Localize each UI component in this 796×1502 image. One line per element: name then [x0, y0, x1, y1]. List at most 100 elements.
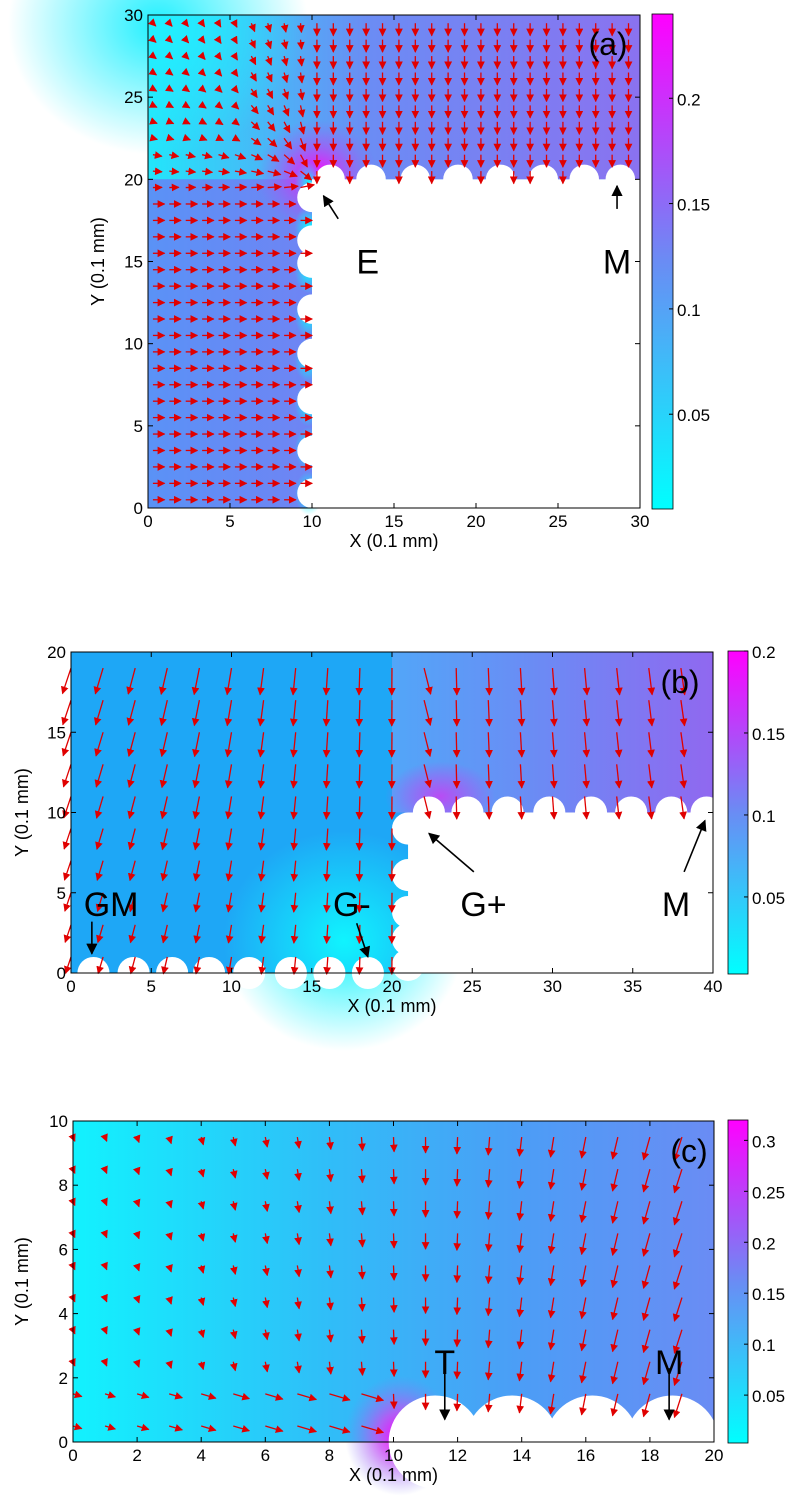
field-arrow: [641, 1297, 651, 1322]
annotation-label: G-: [333, 886, 371, 924]
field-arrow: [323, 892, 331, 913]
field-arrow: [61, 667, 72, 695]
field-arrow: [550, 700, 558, 727]
y-tick-label: 0: [57, 964, 66, 983]
field-arrow: [355, 668, 364, 696]
field-arrow: [136, 1391, 150, 1400]
field-arrow: [214, 68, 223, 77]
arrows-b: [61, 667, 688, 976]
field-arrow: [389, 1233, 398, 1249]
field-arrow: [355, 892, 364, 913]
field-arrow: [191, 700, 201, 727]
obstacle-region: [408, 812, 713, 973]
field-arrow: [297, 72, 305, 84]
field-arrow: [549, 764, 558, 789]
field-arrow: [197, 84, 207, 93]
field-arrow: [484, 1329, 493, 1349]
x-tick-label: 16: [576, 1446, 595, 1465]
field-arrow: [225, 860, 234, 882]
field-arrow: [165, 84, 174, 92]
field-arrow: [610, 1136, 619, 1160]
field-arrow: [132, 1166, 141, 1176]
field-arrow: [132, 1327, 141, 1336]
field-arrow: [218, 152, 230, 160]
field-arrow: [192, 828, 201, 851]
annotation-arrow: [322, 194, 339, 220]
field-arrow: [294, 1265, 302, 1278]
field-arrow: [610, 1329, 619, 1353]
field-arrow: [225, 956, 234, 975]
colorbar-tick-label: 0.2: [752, 643, 776, 662]
field-arrow: [218, 167, 231, 176]
y-tick-label: 15: [47, 723, 66, 742]
field-arrow: [355, 956, 364, 976]
field-arrow: [679, 764, 688, 789]
field-arrow: [72, 1422, 83, 1431]
field-arrow: [485, 668, 494, 696]
field-arrow: [647, 764, 655, 789]
electrode-bump: [297, 478, 327, 508]
field-arrow: [257, 667, 265, 696]
field-arrow: [484, 1201, 493, 1220]
field-arrow: [148, 67, 158, 76]
field-arrow: [197, 68, 206, 77]
x-tick-label: 0: [66, 977, 75, 996]
field-arrow: [294, 1169, 302, 1182]
field-arrow: [165, 1135, 173, 1145]
y-tick-label: 10: [47, 804, 66, 823]
electrode-bump: [297, 182, 327, 213]
field-arrow: [262, 1297, 270, 1309]
field-arrow: [280, 39, 289, 50]
field-arrow: [164, 67, 174, 76]
field-arrow: [289, 700, 298, 727]
electrode-bump: [297, 294, 327, 324]
field-arrow: [94, 764, 104, 788]
field-arrow: [264, 39, 273, 50]
x-tick-label: 30: [543, 977, 562, 996]
field-arrow: [257, 828, 266, 851]
field-arrow: [257, 796, 266, 820]
field-arrow: [290, 924, 299, 944]
field-arrow: [61, 699, 72, 726]
y-axis-label: Y (0.1 mm): [88, 217, 108, 306]
field-arrow: [165, 1360, 173, 1369]
field-arrow: [159, 796, 168, 820]
electrode-bump: [297, 384, 327, 415]
field-arrow: [610, 1361, 619, 1385]
electrode-bump: [297, 225, 327, 255]
field-arrow: [283, 170, 298, 178]
field-arrow: [230, 52, 238, 61]
x-axis-label: X (0.1 mm): [349, 531, 438, 551]
field-arrow: [326, 1329, 334, 1343]
field-arrow: [547, 1169, 556, 1190]
field-arrow: [229, 1297, 238, 1308]
field-arrow: [610, 1297, 619, 1321]
field-arrow: [358, 1233, 366, 1248]
field-arrow: [300, 170, 313, 181]
x-tick-label: 5: [225, 512, 234, 531]
field-arrow: [181, 84, 191, 93]
electrode-bump: [451, 796, 484, 829]
field-arrow: [127, 828, 136, 851]
field-arrow: [149, 133, 159, 142]
field-arrow: [63, 860, 72, 881]
field-arrow: [322, 764, 331, 789]
colorbar-c: 0.05 0.1 0.15 0.2 0.25 0.3: [727, 1119, 785, 1444]
panel-label: (b): [660, 664, 699, 700]
field-arrow: [610, 1233, 619, 1257]
field-arrow: [192, 796, 201, 820]
field-arrow: [672, 1393, 683, 1419]
field-arrow: [230, 101, 240, 110]
y-tick-label: 6: [59, 1240, 68, 1259]
colorbar-tick-label: 0.15: [677, 196, 710, 215]
y-tick-label: 4: [59, 1305, 68, 1324]
field-arrow: [329, 1393, 351, 1402]
field-arrow: [100, 1133, 108, 1143]
field-arrow: [149, 117, 158, 125]
electrode-bump: [412, 796, 445, 829]
field-arrow: [329, 1425, 351, 1434]
field-arrow: [160, 924, 169, 944]
field-arrow: [161, 956, 169, 975]
field-arrow: [322, 700, 331, 727]
field-arrow: [230, 35, 238, 45]
